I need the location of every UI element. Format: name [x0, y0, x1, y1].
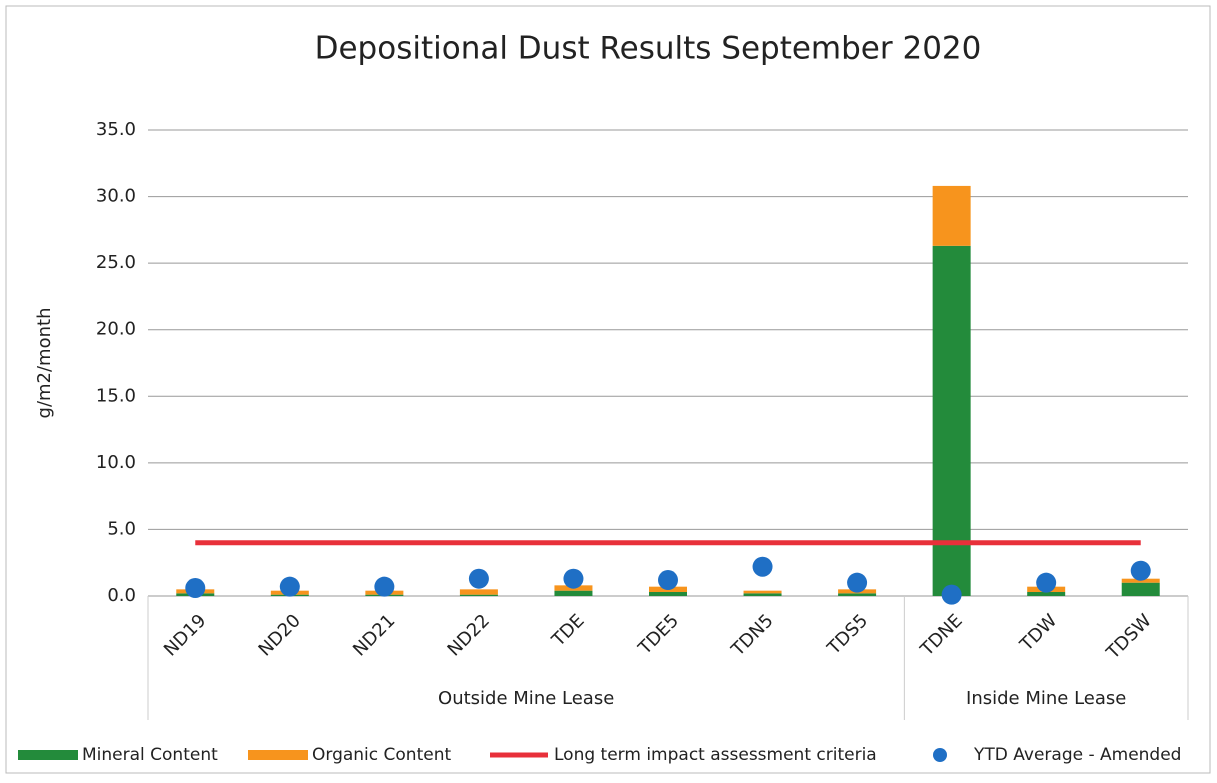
ytd-point — [1130, 560, 1151, 581]
legend-swatch — [248, 750, 308, 760]
ytd-point — [658, 570, 678, 591]
ytd-point — [941, 584, 962, 605]
bar-segment — [554, 590, 593, 596]
bar-segment — [932, 245, 971, 596]
group-label: Outside Mine Lease — [438, 688, 614, 709]
ytd-point — [468, 568, 489, 589]
legend-swatch — [18, 750, 78, 760]
y-tick-label: 35.0 — [96, 119, 136, 140]
bar-segment — [743, 590, 782, 594]
bar-segment — [1027, 592, 1066, 596]
ytd-point — [374, 576, 395, 597]
y-tick-label: 30.0 — [96, 186, 136, 207]
legend-label: Mineral Content — [82, 745, 218, 765]
y-tick-label: 10.0 — [96, 452, 136, 473]
bar-segment — [459, 594, 498, 596]
chart-title: Depositional Dust Results September 2020 — [315, 31, 982, 67]
y-tick-label: 15.0 — [96, 385, 136, 406]
y-axis-title: g/m2/month — [34, 308, 55, 419]
ytd-point — [185, 578, 206, 599]
bar-segment — [743, 593, 782, 596]
legend-label: Long term impact assessment criteria — [554, 745, 877, 765]
y-tick-label: 20.0 — [96, 319, 136, 340]
bar-segment — [649, 592, 687, 596]
bar-segment — [1121, 582, 1160, 596]
legend-label: YTD Average - Amended — [973, 745, 1181, 765]
ytd-point — [752, 556, 773, 577]
y-tick-label: 25.0 — [96, 252, 136, 273]
ytd-point — [279, 576, 300, 597]
legend-swatch — [933, 748, 947, 762]
chart-border — [5, 5, 1211, 774]
ytd-point — [1036, 572, 1057, 593]
y-tick-label: 0.0 — [107, 585, 136, 606]
y-tick-label: 5.0 — [107, 518, 136, 539]
legend-label: Organic Content — [312, 745, 451, 765]
group-label: Inside Mine Lease — [966, 688, 1126, 709]
ytd-point — [847, 572, 868, 593]
bar-segment — [932, 185, 971, 246]
bar-segment — [459, 589, 498, 595]
ytd-point — [563, 568, 584, 589]
bar-segment — [838, 593, 877, 596]
